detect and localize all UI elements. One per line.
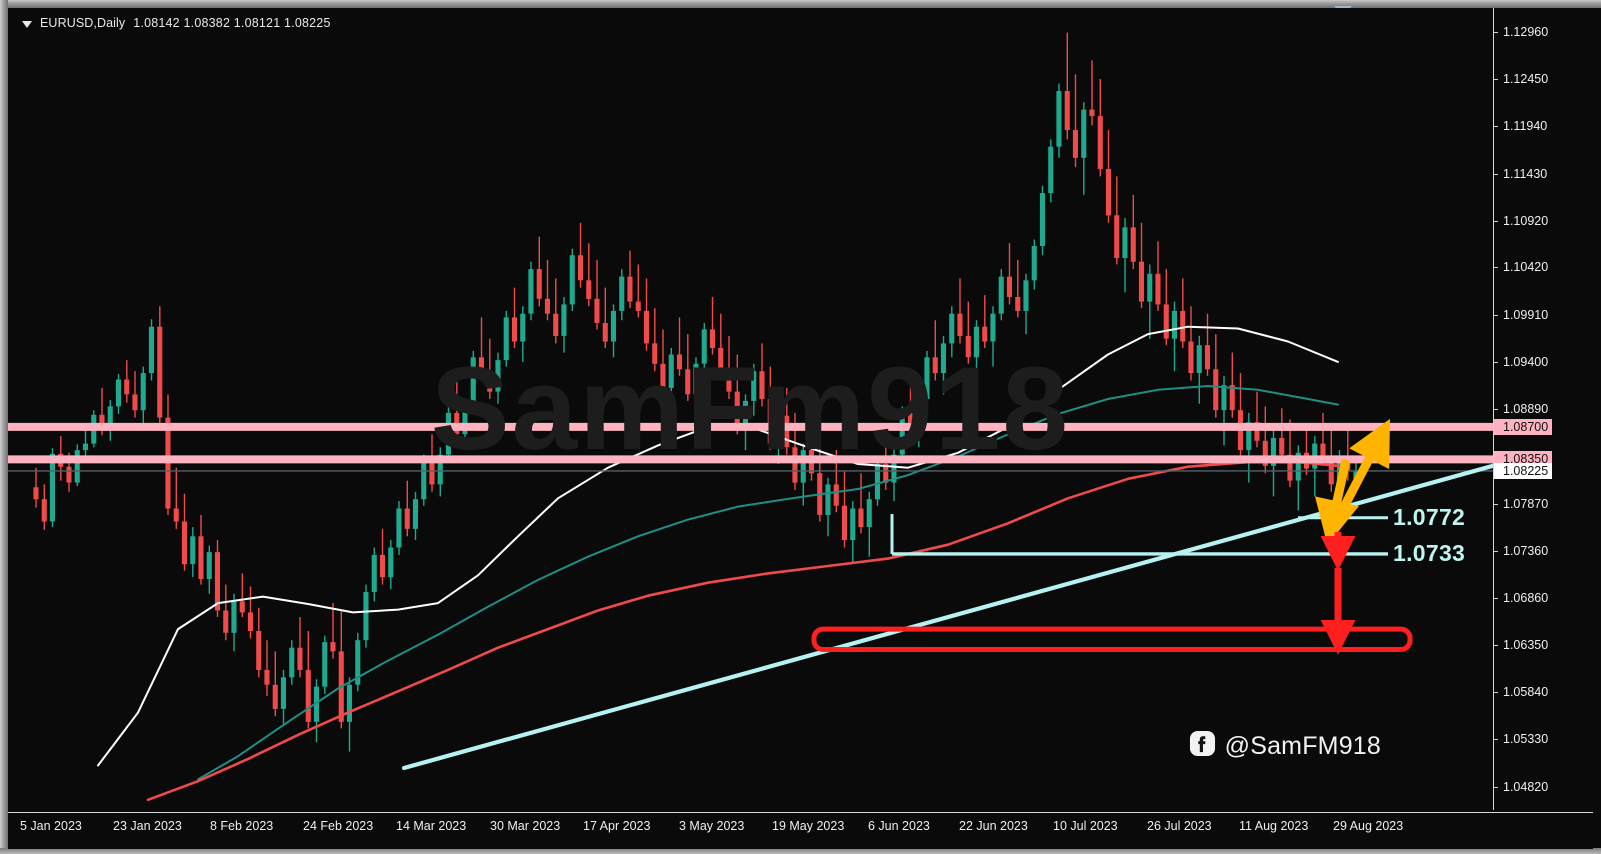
bullish-arrow[interactable] [1315, 418, 1390, 546]
price-tick: 1.11940 [1494, 119, 1547, 133]
price-tick: 1.07360 [1494, 544, 1548, 558]
time-tick: 17 Apr 2023 [583, 819, 651, 833]
ascending-trendline[interactable] [401, 463, 1493, 771]
time-tick: 11 Aug 2023 [1239, 819, 1309, 833]
time-tick: 10 Jul 2023 [1053, 819, 1118, 833]
price-tick: 1.10920 [1494, 214, 1548, 228]
time-tick: 5 Jan 2023 [20, 819, 82, 833]
chart-canvas[interactable]: SamFm918 EURUSD,Daily 1.08142 1.08382 1.… [8, 8, 1493, 810]
time-tick: 3 May 2023 [679, 819, 745, 833]
brand-badge[interactable]: @SamFM918 [1189, 730, 1381, 762]
price-callout-1: 1.0772 [1393, 503, 1466, 530]
window-top-border [0, 0, 1601, 8]
price-tick: 1.08890 [1494, 402, 1548, 416]
price-tick: 1.04820 [1494, 780, 1548, 794]
time-tick: 23 Jan 2023 [113, 819, 182, 833]
time-axis[interactable]: 5 Jan 2023 23 Jan 2023 8 Feb 2023 24 Feb 20… [8, 812, 1593, 849]
time-tick: 8 Feb 2023 [210, 819, 274, 833]
price-callout-2: 1.0733 [1393, 539, 1466, 566]
time-tick: 14 Mar 2023 [396, 819, 467, 833]
MA-slow-white [97, 325, 1339, 767]
price-tick: 1.11430 [1494, 167, 1547, 181]
price-tick: 1.06350 [1494, 638, 1548, 652]
price-tick: 1.09910 [1494, 308, 1548, 322]
demand-zone-box[interactable] [811, 626, 1413, 652]
symbol-name: EURUSD,Daily [40, 16, 126, 30]
price-tick: 1.09400 [1494, 355, 1548, 369]
candlestick-series [33, 32, 1359, 752]
MA-fast-red [146, 460, 1340, 802]
price-tick: 1.12450 [1494, 72, 1548, 86]
ohlc-values: 1.08142 1.08382 1.08121 1.08225 [133, 16, 331, 30]
chart-plot [8, 8, 1493, 810]
price-tick: 1.05330 [1494, 732, 1548, 746]
time-tick: 29 Aug 2023 [1333, 819, 1404, 833]
time-tick: 26 Jul 2023 [1147, 819, 1212, 833]
facebook-icon [1189, 730, 1216, 762]
price-tick: 1.06860 [1494, 591, 1548, 605]
time-tick: 22 Jun 2023 [959, 819, 1028, 833]
window-bottom-border [0, 848, 1601, 854]
current-price-label: 1.08225 [1494, 462, 1553, 479]
chart-svg [8, 32, 1493, 802]
brand-handle: @SamFM918 [1224, 731, 1381, 760]
time-tick: 24 Feb 2023 [303, 819, 374, 833]
time-tick: 30 Mar 2023 [490, 819, 561, 833]
price-tick: 1.12960 [1494, 25, 1548, 39]
price-tick: 1.10420 [1494, 260, 1548, 274]
time-tick: 6 Jun 2023 [868, 819, 930, 833]
price-tick: 1.05840 [1494, 685, 1548, 699]
time-tick: 19 May 2023 [772, 819, 845, 833]
price-axis[interactable]: 1.12960 1.12450 1.11940 1.11430 1.10920 1.104… [1493, 8, 1594, 810]
symbol-header: EURUSD,Daily 1.08142 1.08382 1.08121 1.0… [22, 16, 331, 30]
MA-mid-teal [197, 385, 1339, 781]
collapse-caret-icon[interactable] [22, 20, 32, 28]
price-tick: 1.07870 [1494, 497, 1548, 511]
level-price-label: 1.08700 [1494, 418, 1553, 435]
window-left-border [0, 0, 8, 854]
